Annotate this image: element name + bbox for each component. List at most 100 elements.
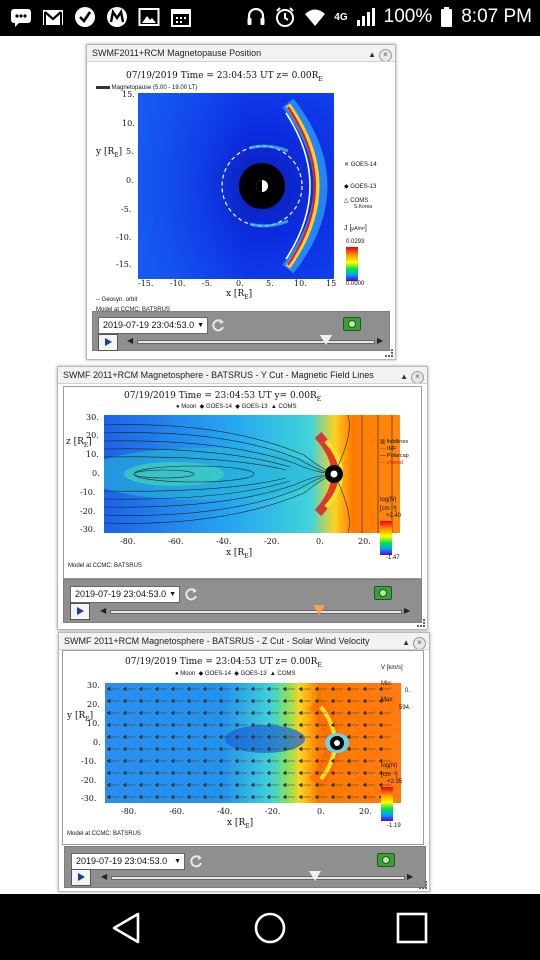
plot-title: 07/19/2019 Time = 23:04:53 UT y= 0.00RE: [124, 391, 322, 403]
gallery-icon: [138, 6, 160, 28]
refresh-icon[interactable]: [189, 854, 203, 868]
velocity-arrowhead: [202, 734, 207, 740]
home-button[interactable]: [250, 908, 290, 948]
velocity-arrowhead: [122, 698, 127, 704]
m-app-icon: [106, 6, 128, 28]
x-tick: 0.: [316, 537, 324, 546]
recents-button[interactable]: [392, 908, 432, 948]
velocity-arrowhead: [378, 698, 383, 704]
velocity-arrowhead: [330, 722, 335, 728]
time-slider-track[interactable]: [137, 340, 375, 344]
back-button[interactable]: [108, 908, 148, 948]
velocity-arrowhead: [138, 770, 143, 776]
gmail-icon: [42, 6, 64, 28]
slider-right-arrow-icon[interactable]: ▶: [404, 606, 411, 615]
camera-icon[interactable]: [374, 586, 392, 600]
velocity-arrowhead: [378, 770, 383, 776]
velocity-arrowhead: [266, 698, 271, 704]
time-slider-thumb[interactable]: [309, 871, 322, 881]
play-button[interactable]: [71, 869, 91, 886]
velocity-arrowhead: [138, 734, 143, 740]
velocity-arrowhead: [250, 746, 255, 752]
velocity-arrowhead: [122, 734, 127, 740]
velocity-arrowhead: [330, 758, 335, 764]
slider-left-arrow-icon[interactable]: ◀: [127, 336, 134, 345]
time-slider-track[interactable]: [111, 876, 405, 880]
marker-legend: ● Moon ◆ GOES-14 ◆ GOES-13 ▲ COMS: [176, 404, 297, 410]
velocity-arrowhead: [122, 746, 127, 752]
date-select[interactable]: 2019-07-19 23:04:53.0 ▼: [71, 853, 185, 870]
velocity-arrowhead: [362, 686, 367, 692]
time-slider-thumb[interactable]: [319, 335, 332, 345]
date-select-value: 2019-07-19 23:04:53.0: [75, 589, 167, 599]
velocity-arrowhead: [282, 758, 287, 764]
date-select-value: 2019-07-19 23:04:53.0: [103, 320, 195, 330]
slider-right-arrow-icon[interactable]: ▶: [407, 872, 414, 881]
velocity-arrowhead: [250, 770, 255, 776]
velocity-arrowhead: [202, 770, 207, 776]
playback-controls: 2019-07-19 23:04:53.0 ▼ ◀ ▶: [92, 311, 390, 351]
panel-title-bar: SWMF 2011+RCM Magnetosphere - BATSRUS - …: [58, 367, 427, 384]
panel-title: SWMF 2011+RCM Magnetosphere - BATSRUS - …: [64, 636, 370, 646]
velocity-arrowhead: [330, 770, 335, 776]
slider-left-arrow-icon[interactable]: ◀: [101, 872, 108, 881]
resize-handle[interactable]: [385, 349, 393, 357]
velocity-arrowhead: [186, 758, 191, 764]
x-tick: -5.: [202, 279, 213, 288]
close-icon[interactable]: ×: [379, 48, 392, 61]
solar-wind-plot: 07/19/2019 Time = 23:04:53 UT z= 0.00RE …: [62, 650, 424, 845]
slider-right-arrow-icon[interactable]: ▶: [377, 336, 384, 345]
y-tick: 20.: [87, 700, 100, 709]
close-icon[interactable]: ×: [413, 636, 426, 649]
velocity-arrowhead: [218, 710, 223, 716]
x-tick: 20.: [358, 537, 371, 546]
velocity-arrowhead: [314, 734, 319, 740]
vector-max-label: Max:: [381, 697, 395, 703]
collapse-arrow-icon[interactable]: ▲: [400, 372, 408, 381]
velocity-arrowhead: [282, 794, 287, 800]
velocity-arrowhead: [202, 698, 207, 704]
velocity-arrowhead: [314, 782, 319, 788]
resize-handle[interactable]: [419, 881, 427, 889]
close-icon[interactable]: ×: [411, 370, 424, 383]
velocity-arrowhead: [170, 758, 175, 764]
camera-icon[interactable]: [343, 317, 361, 331]
collapse-arrow-icon[interactable]: ▲: [368, 50, 376, 59]
velocity-arrowhead: [266, 770, 271, 776]
velocity-arrowhead: [234, 686, 239, 692]
magnetopause-plot: 07/19/2019 Time = 23:04:53 UT z= 0.00RE …: [92, 65, 388, 348]
coms-sub-label: S.Korea: [354, 204, 373, 210]
velocity-arrowhead: [378, 758, 383, 764]
collapse-arrow-icon[interactable]: ▲: [402, 638, 410, 647]
time-slider-track[interactable]: [110, 610, 402, 614]
time-slider-thumb[interactable]: [312, 605, 325, 615]
signal-icon: [356, 8, 375, 26]
camera-icon[interactable]: [377, 853, 395, 867]
date-select[interactable]: 2019-07-19 23:04:53.0 ▼: [70, 586, 180, 603]
velocity-arrowhead: [138, 782, 143, 788]
velocity-arrowhead: [154, 794, 159, 800]
velocity-arrowhead: [170, 782, 175, 788]
refresh-icon[interactable]: [184, 587, 198, 601]
colorbar: [381, 787, 393, 821]
date-select[interactable]: 2019-07-19 23:04:53.0 ▼: [98, 317, 208, 334]
headset-icon: [247, 7, 265, 25]
play-button[interactable]: [98, 334, 118, 351]
velocity-arrowhead: [154, 710, 159, 716]
slider-left-arrow-icon[interactable]: ◀: [100, 606, 107, 615]
status-bar: 4G 100% 8:07 PM: [0, 0, 540, 36]
velocity-arrowhead: [138, 746, 143, 752]
velocity-arrowhead: [250, 758, 255, 764]
play-button[interactable]: [70, 603, 90, 620]
velocity-arrowhead: [154, 698, 159, 704]
panel-title: SWMF 2011+RCM Magnetosphere - BATSRUS - …: [63, 370, 374, 380]
refresh-icon[interactable]: [211, 318, 225, 332]
velocity-arrowhead: [106, 782, 111, 788]
resize-handle[interactable]: [417, 619, 425, 627]
velocity-arrowhead: [138, 710, 143, 716]
velocity-arrowhead: [202, 758, 207, 764]
velocity-arrowhead: [346, 782, 351, 788]
velocity-arrowhead: [170, 794, 175, 800]
velocity-arrowhead: [138, 758, 143, 764]
velocity-arrowhead: [378, 746, 383, 752]
